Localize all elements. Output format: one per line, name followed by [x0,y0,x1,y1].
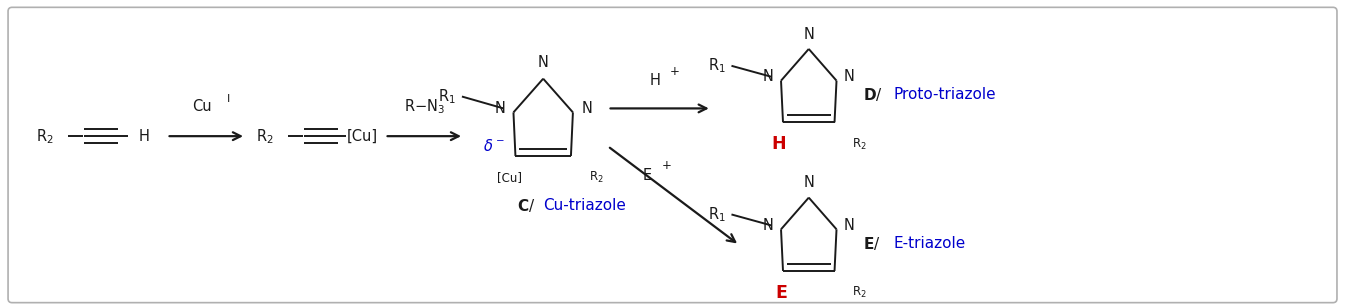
Text: E: E [775,284,787,302]
Text: H: H [772,135,787,153]
Text: N: N [845,69,855,84]
Text: R$_2$: R$_2$ [853,285,867,300]
Text: N: N [803,175,814,190]
Text: R$_1$: R$_1$ [707,56,726,75]
Text: +: + [669,65,679,78]
Text: H: H [139,129,150,144]
Text: R$_2$: R$_2$ [589,170,603,185]
Text: $\mathbf{D}$/: $\mathbf{D}$/ [863,86,884,103]
Text: R$_2$: R$_2$ [256,127,273,145]
Text: E: E [643,168,652,183]
Text: Cu: Cu [193,99,211,114]
Text: N: N [582,101,593,116]
Text: N: N [762,69,773,84]
Text: R$-$N$_3$: R$-$N$_3$ [404,97,445,116]
Text: Cu-triazole: Cu-triazole [543,198,626,213]
Text: $\mathbf{E}$/: $\mathbf{E}$/ [863,235,881,252]
FancyBboxPatch shape [8,7,1338,303]
Text: R$_2$: R$_2$ [853,136,867,152]
Text: N: N [537,55,548,70]
Text: +: + [663,160,672,172]
Text: E-triazole: E-triazole [893,236,966,251]
Text: N: N [494,101,505,116]
Text: R$_1$: R$_1$ [707,205,726,224]
Text: $\delta^-$: $\delta^-$ [482,138,504,154]
Text: [Cu]: [Cu] [348,129,379,144]
Text: H: H [649,73,660,88]
Text: N: N [845,218,855,233]
Text: R$_2$: R$_2$ [36,127,54,145]
Text: N: N [803,26,814,42]
Text: Proto-triazole: Proto-triazole [893,87,995,102]
Text: $\mathbf{C}$/: $\mathbf{C}$/ [517,197,535,214]
Text: N: N [762,218,773,233]
Text: I: I [226,94,230,103]
Text: R$_1$: R$_1$ [438,87,457,106]
Text: [Cu]: [Cu] [497,171,523,184]
